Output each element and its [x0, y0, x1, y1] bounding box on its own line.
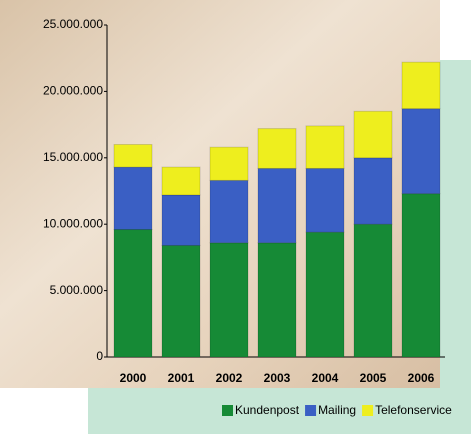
bar-segment — [257, 242, 297, 358]
legend-label: Telefonservice — [375, 403, 452, 417]
bar-segment — [401, 108, 441, 195]
bar-segment — [401, 193, 441, 358]
y-tick-label: 20.000.000 — [43, 84, 103, 98]
y-tick-label: 10.000.000 — [43, 216, 103, 230]
x-tick-label: 2005 — [360, 371, 387, 385]
bar-segment — [257, 128, 297, 169]
legend-swatch — [305, 405, 317, 416]
x-tick-label: 2000 — [120, 371, 147, 385]
y-tick-label: 25.000.000 — [43, 17, 103, 31]
y-tick-label: 5.000.000 — [50, 283, 104, 297]
legend-label: Kundenpost — [235, 403, 300, 417]
bar-segment — [113, 229, 153, 358]
y-tick-label: 15.000.000 — [43, 150, 103, 164]
bar-segment — [161, 244, 201, 358]
bar-segment — [113, 166, 153, 231]
bar-segment — [113, 144, 153, 168]
bar-segment — [305, 125, 345, 169]
bar-segment — [353, 110, 393, 159]
bar-segment — [401, 61, 441, 110]
x-tick-label: 2006 — [408, 371, 435, 385]
bar-segment — [161, 194, 201, 246]
bar-segment — [257, 167, 297, 244]
x-tick-label: 2003 — [264, 371, 291, 385]
x-tick-label: 2001 — [168, 371, 195, 385]
bar-segment — [353, 223, 393, 358]
bar-segment — [353, 157, 393, 225]
y-tick-label: 0 — [96, 349, 103, 363]
x-tick-label: 2004 — [312, 371, 339, 385]
bar-segment — [209, 146, 249, 181]
bar-segment — [209, 242, 249, 358]
x-tick-label: 2002 — [216, 371, 243, 385]
bar-segment — [209, 179, 249, 244]
legend-label: Mailing — [318, 403, 356, 417]
legend-swatch — [362, 405, 374, 416]
bar-segment — [305, 231, 345, 358]
bar-segment — [161, 166, 201, 196]
legend-swatch — [222, 405, 233, 416]
bar-segment — [305, 167, 345, 233]
